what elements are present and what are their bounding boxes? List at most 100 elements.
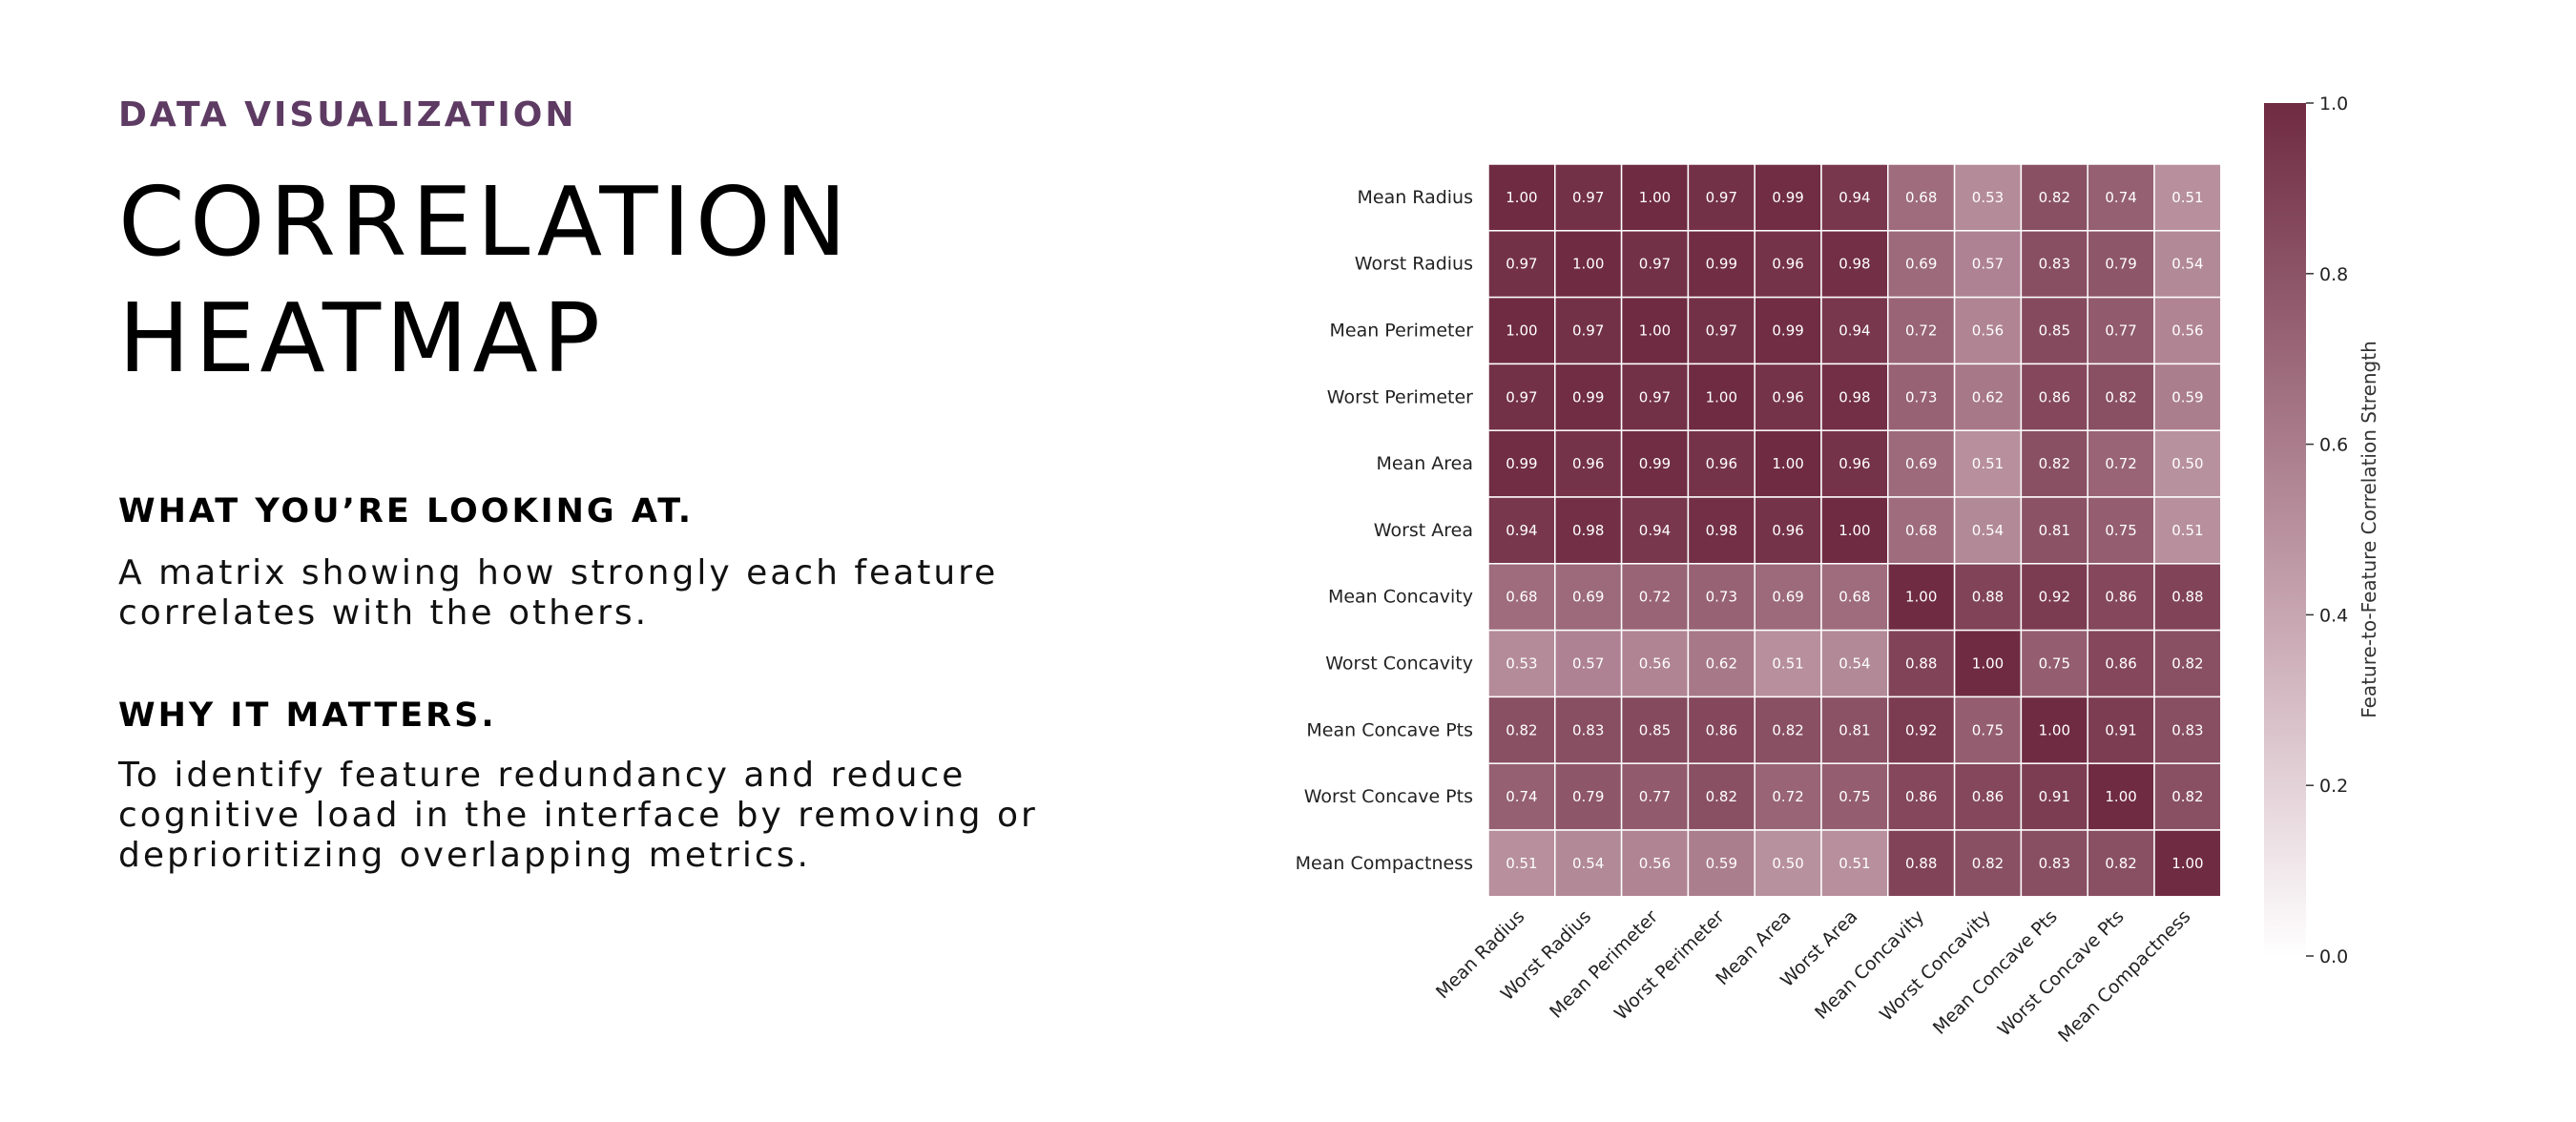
heatmap-cell <box>1687 696 1755 764</box>
cell-value-label: 0.82 <box>2105 388 2136 405</box>
cell-value-label: 0.54 <box>1972 522 2004 539</box>
cell-value-label: 0.92 <box>1905 721 1937 738</box>
cell-value-label: 0.68 <box>1905 189 1937 206</box>
cell-value-label: 0.97 <box>1639 388 1671 405</box>
row-labels: Mean Radius Worst Radius Mean Perimeter Wor… <box>1296 187 1474 874</box>
heatmap-cell <box>1887 696 1956 764</box>
cell-value-label: 0.85 <box>2039 322 2070 340</box>
heatmap-cell <box>1754 762 1822 831</box>
heatmap-cell <box>1820 696 1889 764</box>
heatmap-cell <box>2087 696 2155 764</box>
colorbar-tick-label: 0.8 <box>2319 264 2348 285</box>
cell-value-label: 0.68 <box>1839 589 1870 606</box>
cell-value-label: 0.59 <box>2171 388 2203 405</box>
cell-value-label: 0.86 <box>1905 788 1937 805</box>
row-tick-label: Mean Concavity <box>1328 587 1473 608</box>
cell-value-label: 0.51 <box>2171 189 2203 206</box>
cell-value-label: 0.82 <box>1972 855 2004 872</box>
heatmap-cell <box>2153 230 2222 299</box>
heatmap-cell <box>2153 163 2222 232</box>
cell-value-label: 0.99 <box>1706 256 1737 273</box>
cell-value-label: 0.85 <box>1639 721 1671 738</box>
cell-value-label: 0.53 <box>1506 655 1537 673</box>
heatmap-cell <box>2020 629 2088 698</box>
heatmap-cell <box>1687 163 1755 232</box>
heatmap-cell <box>2153 429 2222 498</box>
colorbar-gradient <box>2264 103 2306 956</box>
heatmap-cell <box>1554 762 1623 831</box>
cell-value-label: 0.51 <box>1972 455 2004 472</box>
heatmap-cell <box>1887 230 1956 299</box>
column-tick-label: Mean Compactness <box>2054 906 2194 1047</box>
body-line: cognitive load in the interface by remov… <box>118 796 1038 835</box>
colorbar-axis-label: Feature-to-Feature Correlation Strength <box>2358 341 2380 718</box>
heatmap-cell <box>1887 429 1956 498</box>
cell-value-label: 0.74 <box>2105 189 2136 206</box>
cell-value-label: 0.81 <box>2039 522 2070 539</box>
heatmap-cell <box>2087 762 2155 831</box>
cell-value-label: 0.56 <box>1639 855 1671 872</box>
cell-value-label: 0.99 <box>1639 455 1671 472</box>
cell-value-label: 0.86 <box>2039 388 2070 405</box>
colorbar: 0.0 0.2 0.4 0.6 0.8 1.0 Feature-to-Feature Cor… <box>2264 94 2380 967</box>
cell-value-label: 0.69 <box>1572 589 1604 606</box>
heatmap-cell <box>1754 829 1822 898</box>
cell-value-label: 0.83 <box>1572 721 1604 738</box>
cell-value-label: 0.96 <box>1772 256 1803 273</box>
heatmap-cell <box>2020 363 2088 431</box>
cell-value-label: 0.82 <box>2105 855 2136 872</box>
heatmap-cell <box>1554 363 1623 431</box>
cell-value-label: 0.88 <box>1905 855 1937 872</box>
heatmap-cell <box>2153 762 2222 831</box>
heatmap-cell <box>1887 563 1956 632</box>
eyebrow-label: DATA VISUALIZATION <box>118 95 577 135</box>
cell-value-label: 0.57 <box>1572 655 1604 673</box>
cell-value-label: 0.86 <box>2105 589 2136 606</box>
heatmap-cell <box>1754 163 1822 232</box>
cell-value-label: 0.82 <box>1506 721 1537 738</box>
heatmap-cell <box>1820 496 1889 565</box>
row-tick-label: Worst Radius <box>1355 254 1473 275</box>
cell-value-label: 0.99 <box>1506 455 1537 472</box>
heatmap-cell <box>1953 230 2023 299</box>
cell-value-label: 1.00 <box>1839 522 1870 539</box>
row-tick-label: Mean Area <box>1376 453 1473 474</box>
row-tick-label: Worst Concave Pts <box>1304 786 1473 807</box>
cell-value-label: 0.97 <box>1506 256 1537 273</box>
heatmap-cell <box>1687 496 1755 565</box>
cell-value-label: 0.72 <box>1905 322 1937 340</box>
cell-value-label: 1.00 <box>1639 322 1671 340</box>
section-heading-what: WHAT YOU’RE LOOKING AT. <box>118 492 695 530</box>
heatmap-cell <box>1487 496 1556 565</box>
column-tick-label: Worst Concavity <box>1876 906 1995 1026</box>
row-tick-label: Worst Perimeter <box>1327 386 1473 407</box>
heatmap-cell <box>2087 429 2155 498</box>
cell-value-label: 0.99 <box>1772 322 1803 340</box>
heatmap-cell <box>1687 829 1755 898</box>
cell-value-label: 0.83 <box>2039 256 2070 273</box>
heatmap-cell <box>1487 296 1556 365</box>
heatmap-cell <box>2020 429 2088 498</box>
cell-value-label: 0.79 <box>2105 256 2136 273</box>
cell-value-label: 0.54 <box>1572 855 1604 872</box>
row-tick-label: Mean Concave Pts <box>1306 719 1473 740</box>
cell-value-label: 0.50 <box>1772 855 1803 872</box>
heatmap-cell <box>1820 296 1889 365</box>
cell-value-label: 0.73 <box>1905 388 1937 405</box>
heatmap-cell <box>1887 829 1956 898</box>
heatmap-cell <box>1953 696 2023 764</box>
title-line-2: HEATMAP <box>118 282 606 394</box>
cell-value-label: 0.73 <box>1706 589 1737 606</box>
cell-value-label: 0.53 <box>1972 189 2004 206</box>
cell-value-label: 0.79 <box>1572 788 1604 805</box>
body-line: To identify feature redundancy and reduc… <box>118 756 966 795</box>
heatmap-grid: 1.00 0.97 1.00 0.97 0.99 0.94 0.68 0.53 0.82 0.74… <box>1487 163 2222 898</box>
cell-value-label: 0.91 <box>2105 721 2136 738</box>
heatmap-cell <box>1820 563 1889 632</box>
cell-value-label: 0.97 <box>1639 256 1671 273</box>
heatmap-cell <box>1754 230 1822 299</box>
section-body-what: A matrix showing how strongly each featu… <box>118 553 998 634</box>
heatmap-cell <box>1953 629 2023 698</box>
column-tick-label: Worst Concave Pts <box>1994 906 2129 1041</box>
